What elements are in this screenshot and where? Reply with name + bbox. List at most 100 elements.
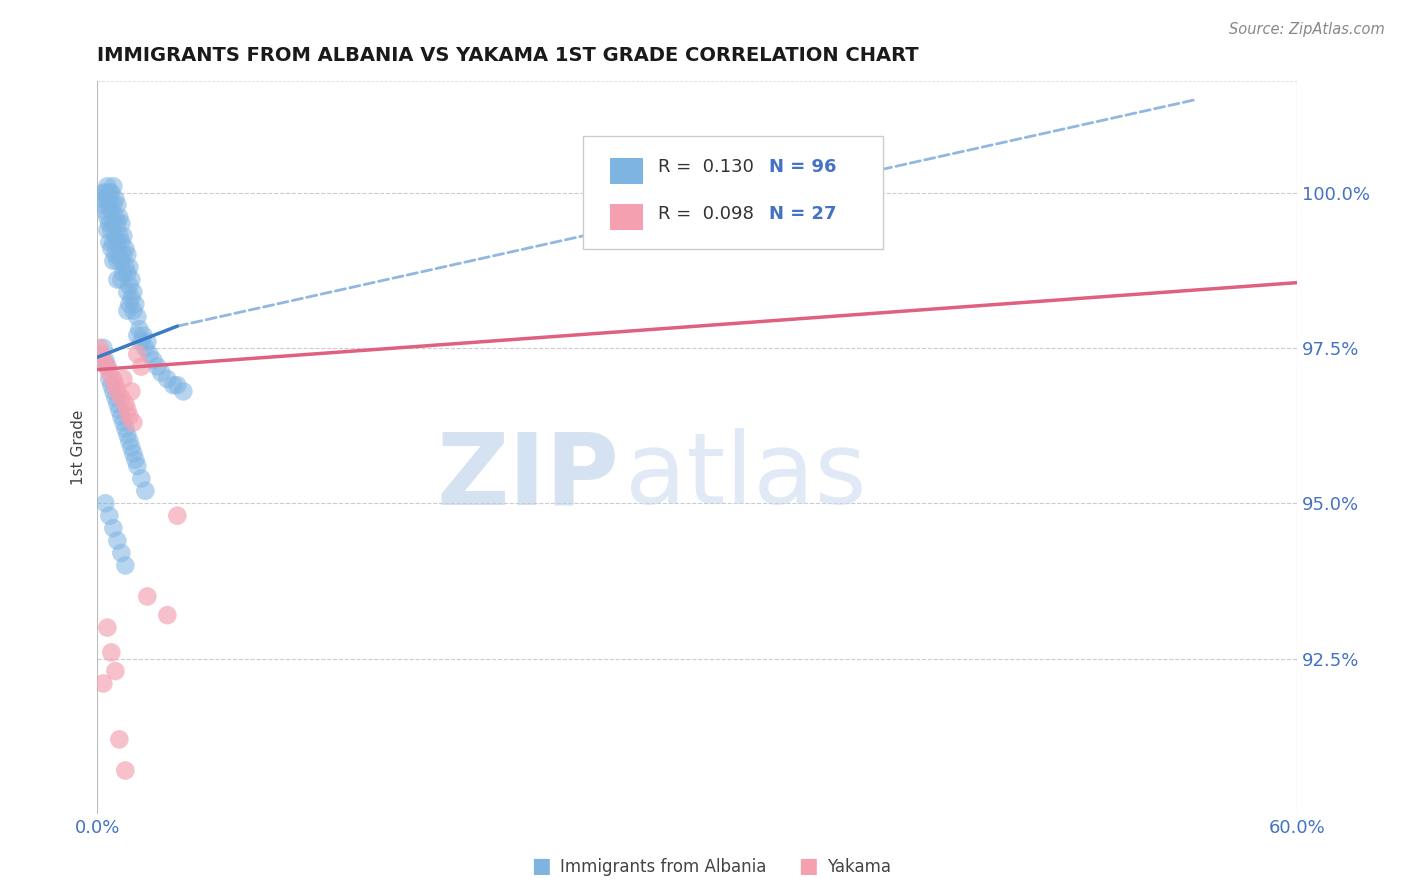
Point: [93, 198, 115, 212]
Y-axis label: 1st Grade: 1st Grade: [72, 409, 86, 485]
Point: [96, 621, 118, 635]
Point: [112, 416, 135, 430]
Point: [122, 285, 145, 299]
Point: [98, 508, 121, 523]
Point: [103, 217, 125, 231]
Point: [114, 422, 136, 436]
Point: [108, 229, 131, 244]
Point: [124, 452, 146, 467]
Text: atlas: atlas: [626, 428, 868, 525]
Text: R =  0.130: R = 0.130: [658, 158, 754, 176]
Point: [150, 366, 173, 380]
Point: [162, 378, 184, 392]
Text: IMMIGRANTS FROM ALBANIA VS YAKAMA 1ST GRADE CORRELATION CHART: IMMIGRANTS FROM ALBANIA VS YAKAMA 1ST GR…: [97, 46, 920, 65]
Point: [96, 359, 118, 374]
Point: [117, 403, 139, 417]
Point: [122, 416, 145, 430]
Point: [131, 334, 153, 349]
Point: [98, 235, 121, 250]
Point: [93, 353, 115, 368]
Point: [93, 341, 115, 355]
Point: [110, 546, 132, 560]
Point: [105, 397, 128, 411]
Point: [104, 192, 127, 206]
Point: [105, 253, 128, 268]
Point: [127, 328, 149, 343]
Point: [100, 378, 122, 392]
Point: [90, 347, 112, 361]
Point: [94, 353, 117, 368]
Point: [146, 359, 169, 374]
Point: [94, 186, 117, 200]
Point: [93, 676, 115, 690]
Point: [128, 322, 150, 336]
Point: [98, 372, 121, 386]
Point: [114, 764, 136, 778]
Point: [103, 521, 125, 535]
Point: [96, 211, 118, 225]
Point: [98, 366, 121, 380]
Point: [110, 235, 132, 250]
Point: [96, 359, 118, 374]
Point: [105, 198, 128, 212]
Point: [117, 285, 139, 299]
Point: [104, 211, 127, 225]
Point: [117, 266, 139, 280]
Point: [103, 372, 125, 386]
Point: [104, 229, 127, 244]
Point: [114, 242, 136, 256]
Text: ■: ■: [531, 856, 551, 876]
Point: [124, 297, 146, 311]
Point: [846, 179, 869, 194]
Point: [96, 179, 118, 194]
Point: [105, 533, 128, 548]
Point: [98, 217, 121, 231]
Point: [94, 204, 117, 219]
Point: [103, 235, 125, 250]
Point: [156, 608, 179, 623]
Point: [120, 291, 142, 305]
Point: [134, 341, 156, 355]
Text: N = 27: N = 27: [769, 204, 837, 223]
Point: [108, 211, 131, 225]
Point: [108, 403, 131, 417]
Point: [100, 204, 122, 219]
Point: [104, 248, 127, 262]
Bar: [610, 158, 643, 184]
Point: [110, 409, 132, 424]
Point: [117, 428, 139, 442]
Point: [118, 260, 141, 274]
Point: [108, 732, 131, 747]
Point: [93, 186, 115, 200]
Point: [127, 458, 149, 473]
Point: [105, 235, 128, 250]
Point: [117, 303, 139, 318]
Point: [142, 353, 165, 368]
Point: [131, 359, 153, 374]
Point: [105, 384, 128, 399]
Point: [112, 248, 135, 262]
Point: [112, 229, 135, 244]
Point: [118, 278, 141, 293]
Point: [96, 223, 118, 237]
FancyBboxPatch shape: [583, 136, 883, 250]
Point: [131, 471, 153, 485]
Point: [98, 186, 121, 200]
Text: N = 96: N = 96: [769, 158, 837, 176]
Point: [118, 434, 141, 449]
Point: [96, 192, 118, 206]
Point: [117, 248, 139, 262]
Point: [105, 272, 128, 286]
Point: [89, 341, 111, 355]
Point: [112, 372, 135, 386]
Text: R =  0.098: R = 0.098: [658, 204, 754, 223]
Point: [100, 223, 122, 237]
Point: [100, 645, 122, 659]
Point: [166, 378, 188, 392]
Point: [172, 384, 194, 399]
Point: [114, 260, 136, 274]
Point: [108, 248, 131, 262]
Point: [127, 347, 149, 361]
Point: [114, 558, 136, 573]
Point: [98, 198, 121, 212]
